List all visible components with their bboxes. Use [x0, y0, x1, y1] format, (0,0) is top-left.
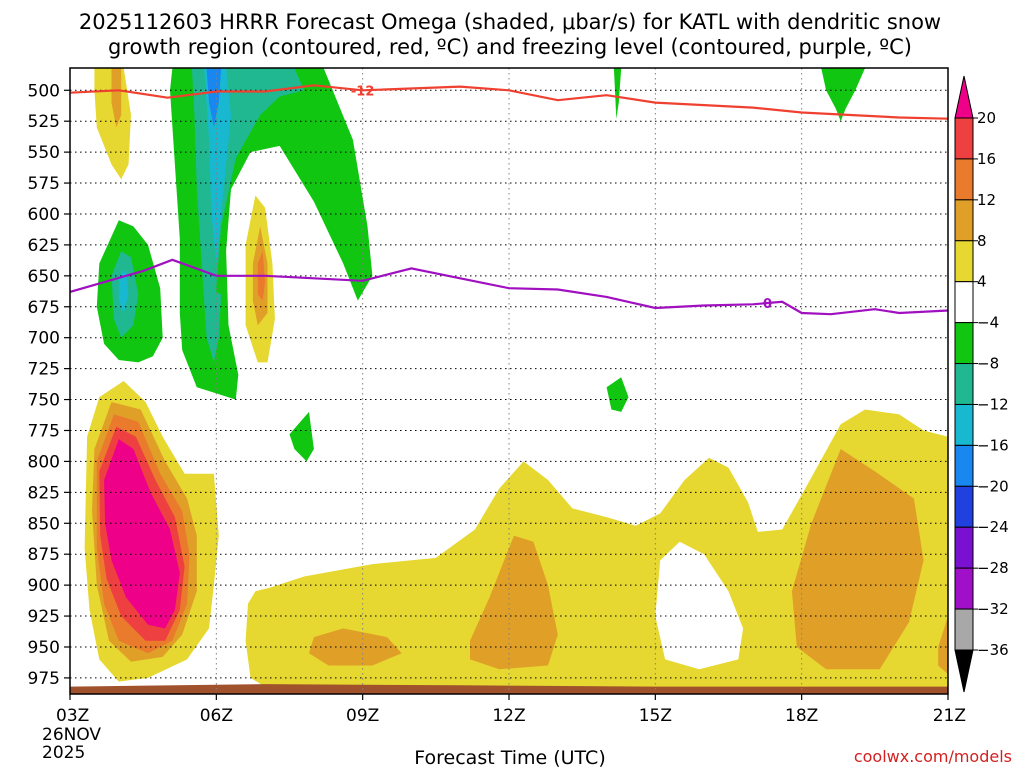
- y-tick-label-800: 800: [28, 452, 60, 472]
- colorbar-level--16: −16: [977, 436, 1009, 454]
- colorbar-bin-9: [954, 444, 974, 487]
- x-tick-label-15Z: 15Z: [639, 706, 672, 726]
- y-tick-label-925: 925: [28, 607, 60, 627]
- y-tick-label-950: 950: [28, 638, 60, 658]
- omega-region-sliver-sinking-top: [613, 68, 622, 119]
- colorbar-bottom-cap: [954, 649, 974, 693]
- colorbar-bin-11: [954, 526, 974, 569]
- colorbar-level-20: 20: [977, 109, 996, 127]
- colorbar-level--8: −8: [977, 355, 999, 373]
- colorbar-bin-1: [954, 117, 974, 160]
- colorbar-bin-8: [954, 403, 974, 446]
- y-tick-label-525: 525: [28, 112, 60, 132]
- y-tick-label-625: 625: [28, 236, 60, 256]
- x-tick-label-06Z: 06Z: [200, 706, 233, 726]
- x-tick-label-03Z: 03Z: [56, 706, 89, 726]
- colorbar-level--36: −36: [977, 641, 1009, 659]
- omega-region-small-sinking-mid: [606, 377, 629, 412]
- freezing-contour-label: 0: [763, 297, 772, 312]
- colorbar-level-12: 12: [977, 191, 996, 209]
- y-tick-label-825: 825: [28, 483, 60, 503]
- temperature-contours: -12 0: [70, 84, 948, 316]
- y-tick-label-900: 900: [28, 576, 60, 596]
- colorbar-bin-2: [954, 158, 974, 201]
- x-date-line-1: 2025: [42, 743, 85, 763]
- y-tick-label-850: 850: [28, 514, 60, 534]
- omega-region-upper-rising-left: [94, 68, 131, 180]
- omega-region-rising-right-core-4: [938, 616, 948, 675]
- omega-region-clear-pocket: [655, 541, 744, 670]
- y-tick-label-875: 875: [28, 545, 60, 565]
- omega-region-rising-right-core-3: [791, 449, 924, 670]
- chart-title-line-1: 2025112603 HRRR Forecast Omega (shaded, …: [79, 10, 941, 34]
- colorbar-bin-3: [954, 199, 974, 242]
- omega-region-low-level-rising-right: [245, 409, 948, 690]
- colorbar-level--20: −20: [977, 477, 1009, 495]
- colorbar-level--32: −32: [977, 600, 1009, 618]
- y-tick-label-750: 750: [28, 391, 60, 411]
- y-axis: 500 525 550 575 600 625 650 675 700 725 750 775 800 8…: [28, 81, 70, 689]
- y-tick-label-650: 650: [28, 267, 60, 287]
- y-tick-label-725: 725: [28, 360, 60, 380]
- source-credit[interactable]: coolwx.com/models: [854, 747, 1012, 766]
- x-tick-label-09Z: 09Z: [346, 706, 379, 726]
- colorbar-bin-10: [954, 485, 974, 528]
- colorbar-level--12: −12: [977, 395, 1009, 413]
- omega-region-rising-right-core-2: [470, 535, 558, 670]
- colorbar-level-16: 16: [977, 150, 996, 168]
- colorbar-level-4: 4: [977, 273, 987, 291]
- y-tick-label-600: 600: [28, 205, 60, 225]
- freezing-contour-line: [70, 258, 948, 316]
- colorbar-bin-5: [954, 281, 974, 324]
- omega-region-small-sinking-lower: [289, 411, 314, 462]
- colorbar-top-cap: [954, 75, 974, 119]
- y-tick-label-575: 575: [28, 174, 60, 194]
- omega-region-upper-rising-left-core: [111, 68, 122, 128]
- y-tick-label-500: 500: [28, 81, 60, 101]
- y-tick-label-550: 550: [28, 143, 60, 163]
- y-tick-label-675: 675: [28, 298, 60, 318]
- x-tick-label-18Z: 18Z: [785, 706, 818, 726]
- x-tick-label-21Z: 21Z: [933, 706, 966, 726]
- omega-region-upper-sinking-plume-lower-core: [209, 288, 222, 363]
- dendritic-contour-line: [70, 84, 948, 120]
- omega-region-upper-sinking-plume-peak: [206, 68, 222, 128]
- y-tick-label-975: 975: [28, 669, 60, 689]
- x-date-line-0: 26NOV: [42, 725, 101, 745]
- colorbar-bin-4: [954, 240, 974, 283]
- colorbar-bin-13: [954, 608, 974, 651]
- colorbar-level--28: −28: [977, 559, 1009, 577]
- colorbar-level-8: 8: [977, 232, 987, 250]
- colorbar-level--4: −4: [977, 314, 999, 332]
- colorbar-bin-7: [954, 363, 974, 405]
- y-tick-label-775: 775: [28, 421, 60, 441]
- colorbar: 20 16 12 8 4 −4 −8 −12 −16 −20 −24 −28 −32 −36: [954, 75, 1009, 693]
- omega-region-cone-sinking-top-right: [821, 68, 866, 122]
- y-tick-label-700: 700: [28, 329, 60, 349]
- omega-shading: [70, 68, 948, 694]
- dendritic-contour-label: -12: [351, 84, 375, 99]
- colorbar-bin-6: [954, 322, 974, 365]
- omega-region-upper-sinking-plume-inner: [204, 68, 231, 264]
- chart-title-line-2: growth region (contoured, red, ºC) and f…: [108, 35, 912, 59]
- omega-region-low-level-rising-left-peak: [104, 439, 180, 629]
- x-tick-label-12Z: 12Z: [492, 706, 525, 726]
- colorbar-bin-12: [954, 567, 974, 610]
- colorbar-level--24: −24: [977, 518, 1009, 536]
- x-axis-title: Forecast Time (UTC): [414, 747, 605, 768]
- omega-region-midlevel-sinking-left-inner: [118, 269, 129, 313]
